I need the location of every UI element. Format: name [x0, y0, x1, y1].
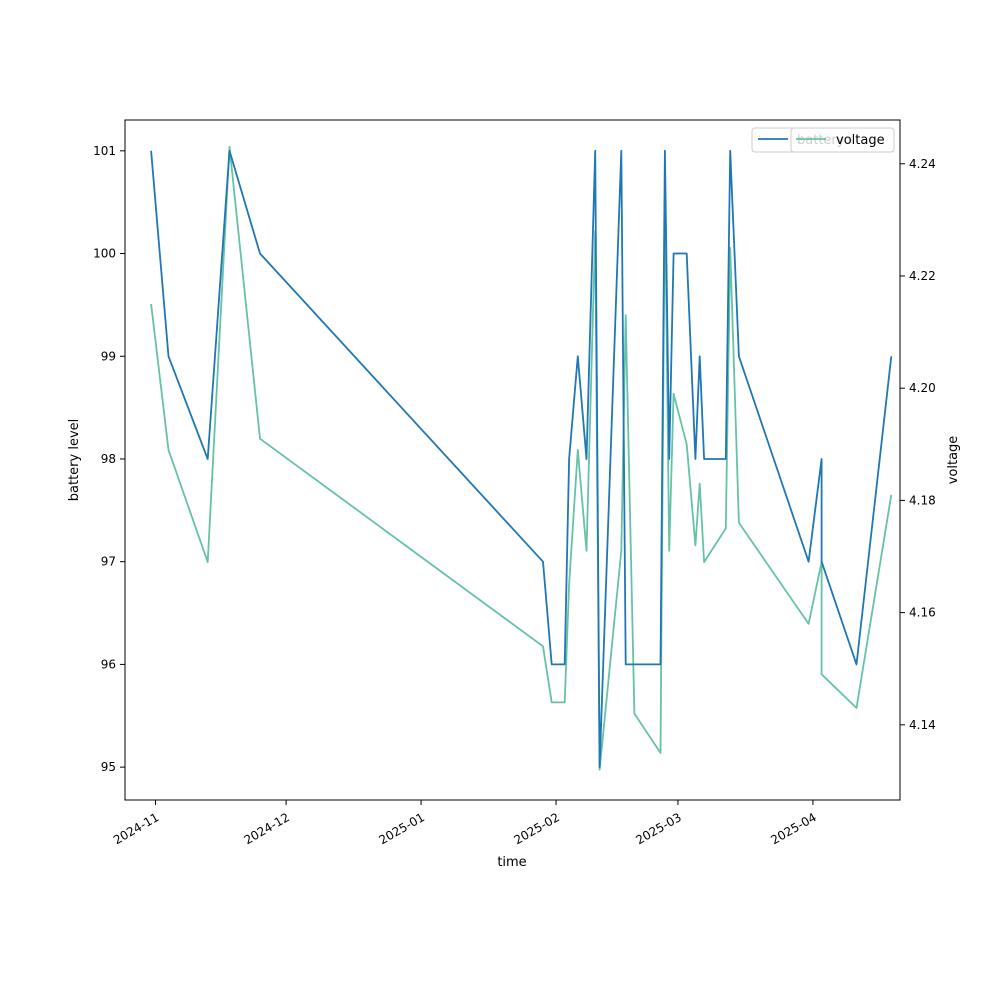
y2-tick-label: 4.18 [909, 493, 936, 507]
series-line-voltage [150, 145, 893, 771]
y2-tick-label: 4.22 [909, 269, 936, 283]
y-axis-label: battery level [67, 419, 82, 502]
y-tick-label: 97 [101, 555, 116, 569]
axes: 2024-11 2024-12 2025-01 2025-02 2025-03 2025-… [93, 119, 936, 847]
x-axis-label: time [497, 855, 526, 870]
y-tick-label: 99 [101, 349, 116, 363]
y2-tick-label: 4.20 [909, 381, 936, 395]
legend: batteryvoltage [751, 127, 895, 153]
x-tick-label: 2025-02 [512, 810, 562, 847]
y-tick-label: 95 [101, 760, 116, 774]
x-tick-label: 2025-01 [377, 810, 427, 847]
y-tick-label: 101 [93, 144, 116, 158]
plot-area [150, 145, 893, 771]
y-tick-label: 98 [101, 452, 116, 466]
y-tick-label: 100 [93, 247, 116, 261]
y-tick-label: 96 [101, 657, 116, 671]
y2-tick-label: 4.16 [909, 606, 936, 620]
y2-tick-label: 4.14 [909, 718, 936, 732]
y2-tick-label: 4.24 [909, 157, 936, 171]
series-line-battery [150, 149, 893, 768]
legend-box-voltage [790, 127, 895, 153]
plot-frame [124, 119, 901, 801]
x-tick-label: 2025-03 [633, 810, 683, 847]
y2-axis-label: voltage [946, 436, 961, 485]
x-tick-label: 2024-12 [242, 810, 292, 847]
x-tick-label: 2025-04 [768, 810, 818, 847]
x-tick-label: 2024-11 [111, 810, 161, 847]
legend-label-voltage: voltage [836, 133, 885, 148]
